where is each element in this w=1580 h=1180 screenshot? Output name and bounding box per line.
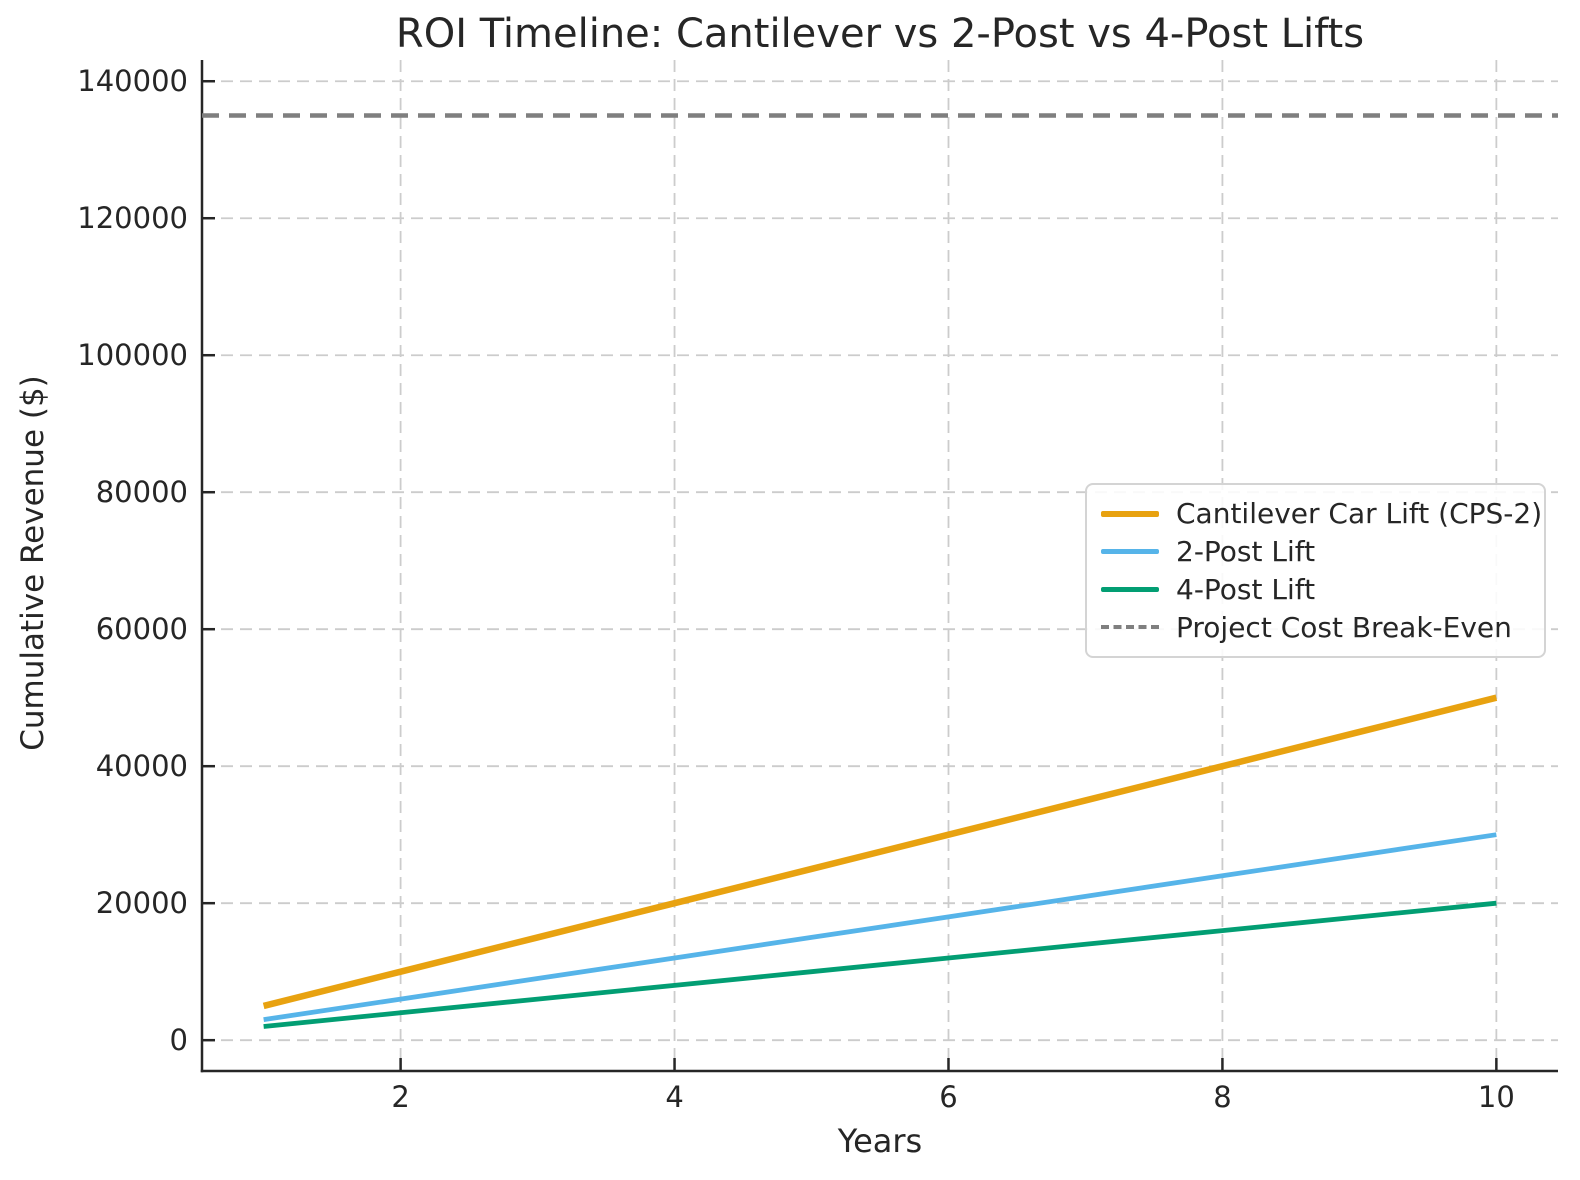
x-tick-label: 4 [665,1080,683,1114]
legend-swatch-2-post-lift [1101,549,1159,555]
legend-item-2-post-lift: 2-Post Lift [1101,533,1528,571]
series-line-4-post-lift [263,900,1497,1029]
y-tick-label: 120000 [77,201,188,235]
y-axis-label: Cumulative Revenue ($) [15,375,51,751]
legend-label: Project Cost Break-Even [1176,610,1512,644]
legend-item-cantilever-car-lift-cps-2: Cantilever Car Lift (CPS-2) [1101,495,1542,533]
legend-label: 2-Post Lift [1176,535,1316,569]
y-tick-label: 80000 [96,475,188,509]
legend: Cantilever Car Lift (CPS-2) 2-Post Lift 4-… [1085,483,1546,658]
legend-swatch-4-post-lift [1101,586,1159,592]
y-tick-label: 60000 [96,612,188,646]
legend-label: 4-Post Lift [1176,572,1316,606]
y-tick-label: 140000 [77,64,188,98]
x-tick-label: 6 [939,1080,957,1114]
legend-swatch-project-cost-break-even [1101,625,1159,630]
legend-swatch-cantilever-car-lift-cps-2 [1101,510,1159,518]
legend-item-project-cost-break-even: Project Cost Break-Even [1101,608,1528,646]
x-tick-label: 8 [1213,1080,1231,1114]
series-line-2-post-lift [263,832,1497,1023]
legend-item-4-post-lift: 4-Post Lift [1101,571,1528,609]
y-tick-label: 100000 [77,338,188,372]
y-tick-label: 20000 [96,886,188,920]
x-axis-label: Years [837,1122,923,1160]
y-tick-label: 0 [170,1023,188,1057]
legend-label: Cantilever Car Lift (CPS-2) [1176,497,1543,531]
x-tick-label: 2 [391,1080,409,1114]
y-tick-label: 40000 [96,749,188,783]
x-tick-label: 10 [1478,1080,1515,1114]
chart-title: ROI Timeline: Cantilever vs 2-Post vs 4-… [395,11,1365,57]
series-line-cantilever-car-lift-cps-2 [262,694,1498,1010]
